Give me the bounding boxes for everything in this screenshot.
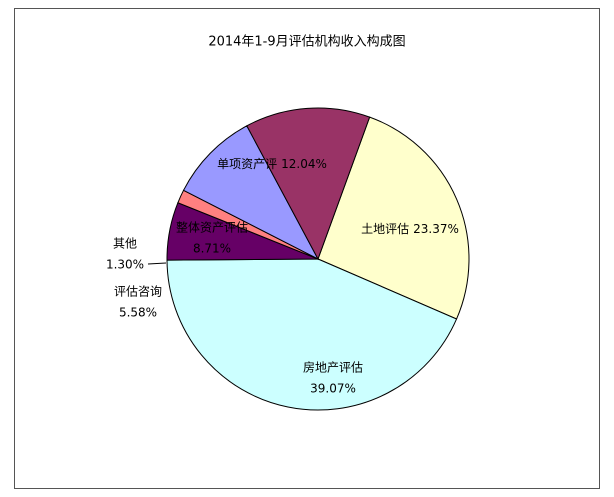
pie-slice — [246, 107, 371, 261]
value-label: 39.07% — [310, 382, 356, 396]
slice-label: 评估咨询 — [114, 284, 162, 299]
value-label: 23.37% — [413, 222, 459, 236]
slice-label: 单项资产评 12.04% — [217, 157, 327, 171]
leader-line — [147, 262, 167, 265]
pie-slice — [166, 258, 458, 411]
value-label: 8.71% — [193, 242, 231, 256]
value-label: 5.58% — [119, 306, 157, 320]
category-name: 土地评估 — [361, 222, 409, 236]
slice-label: 房地产评估 — [303, 360, 363, 375]
category-name: 单项资产评 — [217, 157, 277, 171]
pie-slice — [182, 125, 320, 261]
value-label: 12.04% — [281, 157, 327, 171]
slice-label: 其他 — [113, 237, 137, 251]
slice-label: 土地评估 23.37% — [361, 222, 459, 236]
chart-title: 2014年1-9月评估机构收入构成图 — [208, 35, 405, 50]
slice-label: 整体资产评估 — [176, 220, 248, 235]
value-label: 1.30% — [106, 258, 144, 272]
pie-slice — [317, 116, 470, 320]
